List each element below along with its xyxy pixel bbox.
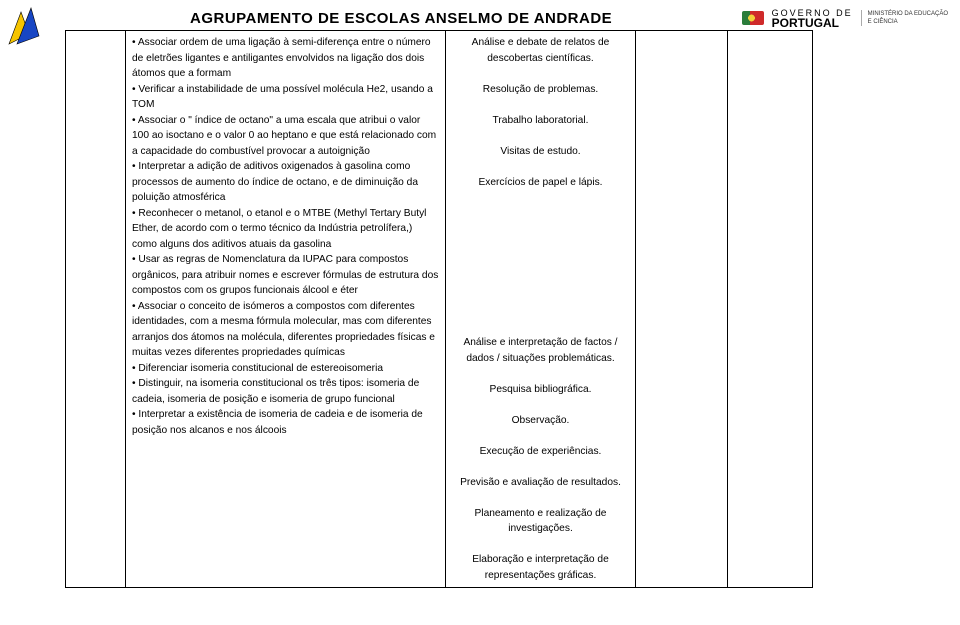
government-text: GOVERNO DE PORTUGAL bbox=[772, 8, 853, 28]
col-objectives: • Associar ordem de uma ligação à semi-d… bbox=[126, 31, 446, 588]
objective-item: • Associar o conceito de isómeros a comp… bbox=[132, 299, 439, 361]
col-empty-1 bbox=[66, 31, 126, 588]
strategy-item: Resolução de problemas. bbox=[452, 82, 629, 98]
strategy-item bbox=[452, 459, 629, 475]
strategy-item bbox=[452, 397, 629, 413]
school-logo bbox=[3, 6, 43, 48]
col-empty-5 bbox=[728, 31, 813, 588]
strategy-item: Análise e interpretação de factos / dado… bbox=[452, 335, 629, 366]
strategy-item bbox=[452, 159, 629, 175]
strategy-item bbox=[452, 66, 629, 82]
ministry-line2: E CIÊNCIA bbox=[868, 18, 948, 26]
page-title: AGRUPAMENTO DE ESCOLAS ANSELMO DE ANDRAD… bbox=[190, 10, 612, 27]
objective-item: • Associar ordem de uma ligação à semi-d… bbox=[132, 35, 439, 82]
objective-item: • Distinguir, na isomeria constitucional… bbox=[132, 376, 439, 407]
col-strategies: Análise e debate de relatos de descobert… bbox=[446, 31, 636, 588]
strategy-item: Análise e debate de relatos de descobert… bbox=[452, 35, 629, 66]
strategy-item bbox=[452, 537, 629, 553]
objective-item: • Diferenciar isomeria constitucional de… bbox=[132, 361, 439, 377]
strategy-item: Visitas de estudo. bbox=[452, 144, 629, 160]
strategy-item bbox=[452, 428, 629, 444]
strategy-item: Observação. bbox=[452, 413, 629, 429]
objective-item: • Reconhecer o metanol, o etanol e o MTB… bbox=[132, 206, 439, 253]
strategy-item bbox=[452, 97, 629, 113]
portugal-flag-icon bbox=[742, 11, 764, 25]
col-empty-4 bbox=[636, 31, 728, 588]
content-table: • Associar ordem de uma ligação à semi-d… bbox=[65, 30, 813, 588]
strategy-item: Pesquisa bibliográfica. bbox=[452, 382, 629, 398]
objective-item: • Verificar a instabilidade de uma possí… bbox=[132, 82, 439, 113]
ministry-line1: MINISTÉRIO DA EDUCAÇÃO bbox=[868, 10, 948, 18]
government-block: GOVERNO DE PORTUGAL MINISTÉRIO DA EDUCAÇ… bbox=[742, 8, 948, 28]
gov-line2: PORTUGAL bbox=[772, 18, 853, 28]
table-row: • Associar ordem de uma ligação à semi-d… bbox=[66, 31, 813, 588]
objective-item: • Interpretar a existência de isomeria d… bbox=[132, 407, 439, 438]
strategy-item bbox=[452, 490, 629, 506]
page-header: AGRUPAMENTO DE ESCOLAS ANSELMO DE ANDRAD… bbox=[0, 6, 960, 28]
strategy-item bbox=[452, 128, 629, 144]
strategy-item: Trabalho laboratorial. bbox=[452, 113, 629, 129]
strategy-item: Elaboração e interpretação de representa… bbox=[452, 552, 629, 583]
objective-item: • Associar o " índice de octano" a uma e… bbox=[132, 113, 439, 160]
strategy-item: Execução de experiências. bbox=[452, 444, 629, 460]
strategy-item: Planeamento e realização de investigaçõe… bbox=[452, 506, 629, 537]
objective-item: • Usar as regras de Nomenclatura da IUPA… bbox=[132, 252, 439, 299]
strategy-item: Exercícios de papel e lápis. bbox=[452, 175, 629, 191]
ministry-text: MINISTÉRIO DA EDUCAÇÃO E CIÊNCIA bbox=[861, 10, 948, 26]
document-page: AGRUPAMENTO DE ESCOLAS ANSELMO DE ANDRAD… bbox=[0, 0, 960, 625]
strategy-item bbox=[452, 366, 629, 382]
strategy-item: Previsão e avaliação de resultados. bbox=[452, 475, 629, 491]
objective-item: • Interpretar a adição de aditivos oxige… bbox=[132, 159, 439, 206]
